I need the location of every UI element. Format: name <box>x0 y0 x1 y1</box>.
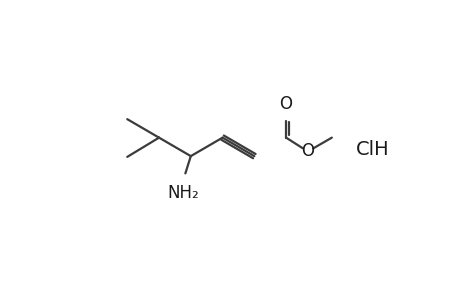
Text: ClH: ClH <box>355 140 389 160</box>
Text: O: O <box>301 142 313 160</box>
Text: NH₂: NH₂ <box>167 184 198 202</box>
Text: O: O <box>279 95 292 113</box>
